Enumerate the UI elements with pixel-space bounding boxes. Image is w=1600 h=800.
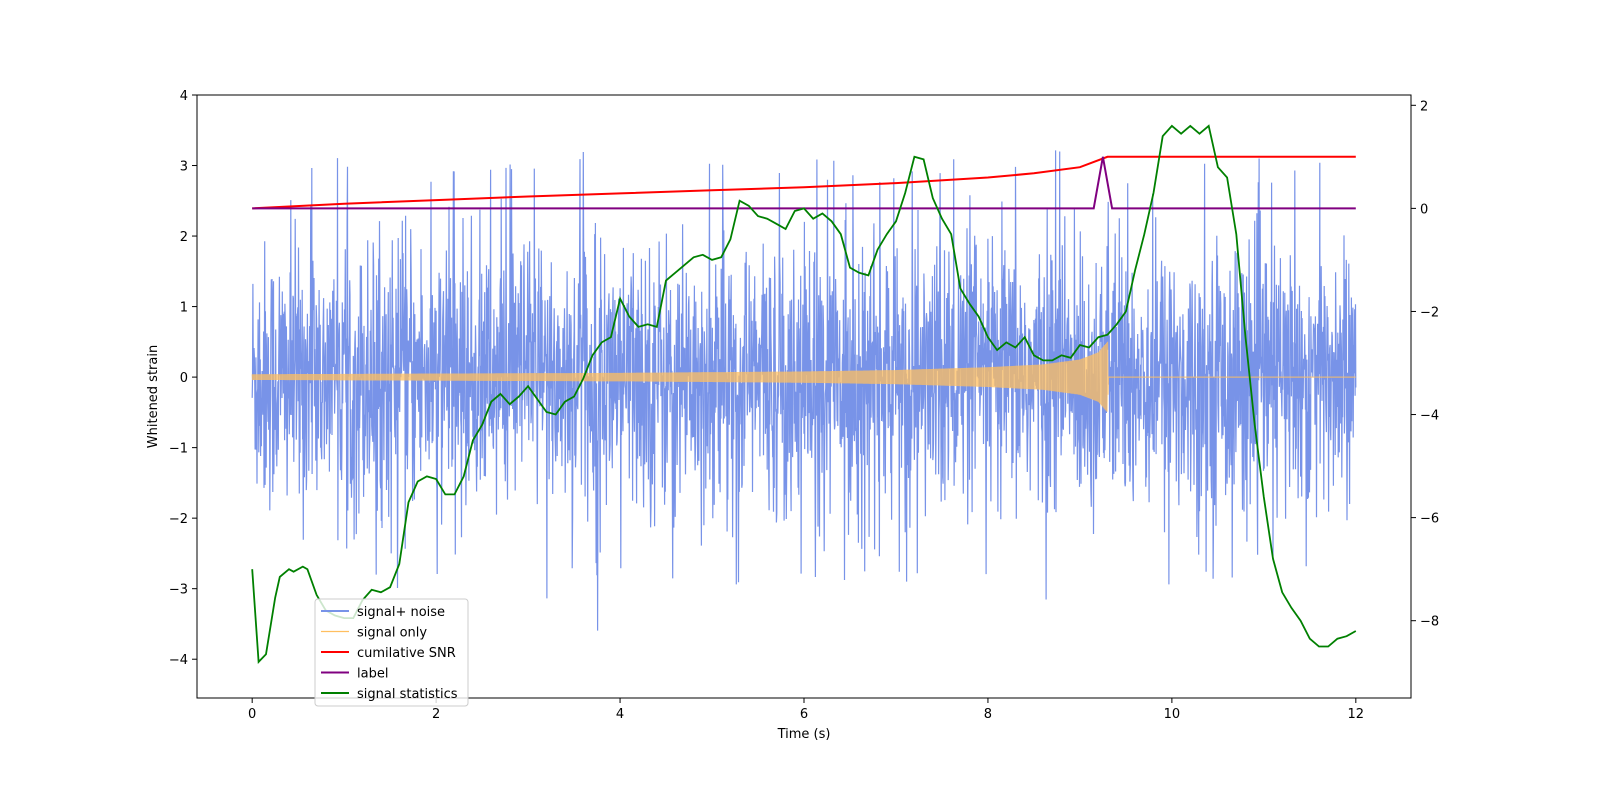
- x-tick-label: 2: [432, 707, 440, 722]
- x-tick-label: 4: [616, 707, 624, 722]
- y-tick-label: 0: [180, 371, 188, 386]
- y-tick-label: 3: [180, 160, 188, 175]
- y-axis-label: Whitened strain: [146, 345, 161, 448]
- y2-tick-label: −8: [1420, 615, 1439, 630]
- series-signal-only-line: [251, 341, 1356, 412]
- x-tick-label: 0: [248, 707, 256, 722]
- x-tick-label: 10: [1164, 707, 1181, 722]
- y-tick-label: −2: [169, 512, 188, 527]
- x-axis-label: Time (s): [777, 727, 831, 742]
- legend-box: [314, 598, 469, 707]
- x-axis-ticks: 0 2 4 6 8 10 12: [248, 698, 1364, 722]
- legend-entry: signal only: [357, 626, 427, 641]
- legend-entry: label: [357, 667, 388, 682]
- y-tick-label: 2: [180, 230, 188, 245]
- legend-entry: signal+ noise: [357, 605, 445, 620]
- y2-tick-label: 0: [1420, 202, 1428, 217]
- series-signal-statistics-line: [251, 124, 1357, 664]
- y-axis-ticks: 4 3 2 1 0 −1 −2 −3 −4: [169, 89, 197, 668]
- x-tick-label: 12: [1348, 707, 1365, 722]
- y-tick-label: 1: [180, 301, 188, 316]
- legend-entry: cumilative SNR: [357, 646, 456, 661]
- series-signal-noise-line: [251, 150, 1357, 631]
- y2-tick-label: 2: [1420, 99, 1428, 114]
- y-tick-label: −1: [169, 442, 188, 457]
- legend: signal+ noise signal only cumilative SNR la…: [314, 598, 469, 707]
- series-cumulative-snr-line: [252, 155, 1356, 210]
- y-tick-label: −3: [169, 583, 188, 598]
- y2-tick-label: −4: [1420, 409, 1439, 424]
- x-tick-label: 6: [800, 707, 808, 722]
- plot-area: [251, 124, 1357, 664]
- y2-axis-ticks: 2 0 −2 −4 −6 −8: [1411, 99, 1439, 630]
- series-label-line: [252, 156, 1356, 210]
- y2-tick-label: −6: [1420, 512, 1439, 527]
- y-tick-label: 4: [180, 89, 188, 104]
- legend-entry: signal statistics: [357, 687, 458, 702]
- x-tick-label: 8: [984, 707, 992, 722]
- y-tick-label: −4: [169, 653, 188, 668]
- y2-tick-label: −2: [1420, 305, 1439, 320]
